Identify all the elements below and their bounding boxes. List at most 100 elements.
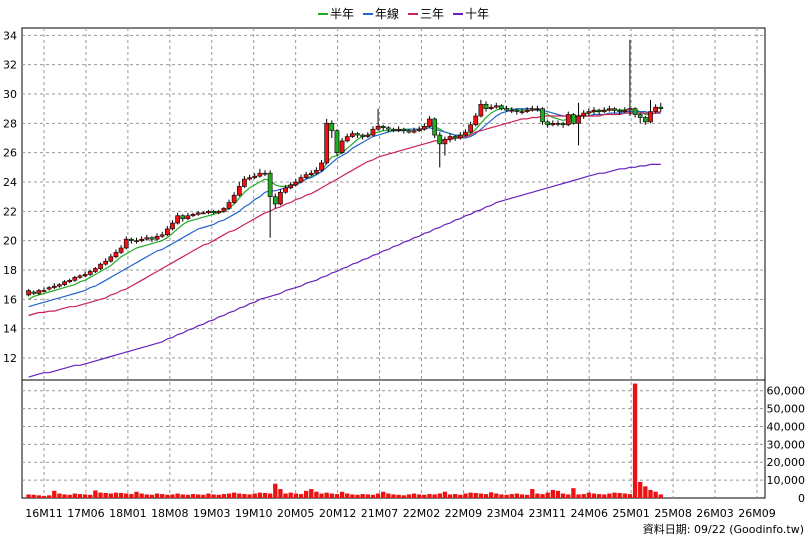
candle xyxy=(509,107,515,114)
volume-bar xyxy=(591,493,597,498)
volume-bar xyxy=(334,494,340,498)
volume-bar xyxy=(473,492,478,498)
volume-bar xyxy=(77,494,83,498)
candle xyxy=(149,236,155,243)
candle xyxy=(82,271,88,278)
candle xyxy=(504,105,509,112)
volume-bar xyxy=(622,493,627,498)
candle xyxy=(236,182,242,197)
volume-axis: 0 10,000 20,000 30,000 40,000 50,000 60,000 xyxy=(767,385,806,505)
candle xyxy=(329,120,335,138)
volume-bar xyxy=(468,492,473,498)
candle xyxy=(308,170,314,177)
volume-bar xyxy=(350,494,355,498)
candle xyxy=(175,212,180,225)
volume-bar xyxy=(478,493,484,498)
price-tick-label: 16 xyxy=(3,293,17,306)
price-tick-label: 22 xyxy=(3,205,17,218)
volume-bar xyxy=(144,494,149,498)
grid-lines xyxy=(22,28,765,498)
candle xyxy=(653,104,658,114)
moving-average-line xyxy=(28,108,661,308)
volume-bar xyxy=(293,493,299,498)
volume-bars xyxy=(26,383,663,498)
price-axis: 12 14 16 18 20 22 24 26 28 30 32 34 xyxy=(3,29,17,365)
candle xyxy=(493,102,499,109)
volume-bar xyxy=(617,492,622,498)
candle xyxy=(278,189,283,206)
volume-bar xyxy=(566,494,571,498)
candle xyxy=(303,171,309,180)
volume-bar xyxy=(571,488,576,498)
candle xyxy=(72,275,78,282)
candle xyxy=(632,107,638,118)
volume-bar xyxy=(201,494,206,498)
candle xyxy=(370,126,376,137)
volume-bar xyxy=(118,492,124,498)
volume-bar xyxy=(283,493,288,498)
volume-bar xyxy=(391,494,396,498)
volume-bar xyxy=(31,494,36,498)
volume-bar xyxy=(339,491,345,498)
candle xyxy=(457,132,463,140)
price-tick-label: 14 xyxy=(3,323,17,336)
legend-label: 十年 xyxy=(465,7,489,21)
candle xyxy=(190,212,196,218)
candle xyxy=(581,110,587,119)
volume-bar xyxy=(437,493,442,498)
volume-bar xyxy=(273,483,278,498)
candle xyxy=(576,102,581,146)
date-tick-label: 18M08 xyxy=(151,507,189,520)
candle xyxy=(113,249,119,259)
volume-bar xyxy=(581,494,586,498)
plot-area xyxy=(21,27,766,499)
candle xyxy=(524,107,530,114)
date-tick-label: 25M01 xyxy=(612,507,650,520)
volume-bar xyxy=(524,494,530,498)
candle xyxy=(242,176,247,188)
volume-bar xyxy=(98,492,103,498)
volume-bar xyxy=(108,493,113,498)
candle xyxy=(421,123,427,131)
volume-bar xyxy=(555,490,561,498)
candle xyxy=(391,127,396,133)
volume-bar xyxy=(46,495,52,498)
volume-bar xyxy=(375,493,381,498)
volume-tick-label: 0 xyxy=(798,492,805,505)
candle xyxy=(314,167,319,175)
candle xyxy=(41,287,47,292)
volume-bar xyxy=(329,493,334,498)
candle xyxy=(437,132,443,168)
volume-bar xyxy=(298,494,304,498)
volume-bar xyxy=(36,495,42,498)
candle xyxy=(77,274,83,279)
candle xyxy=(452,135,458,141)
volume-bar xyxy=(129,494,134,498)
candle xyxy=(324,118,330,165)
volume-bar xyxy=(134,491,139,498)
candle xyxy=(319,160,324,172)
volume-bar xyxy=(113,492,119,498)
volume-bar xyxy=(41,495,47,498)
candle xyxy=(180,214,186,222)
volume-bar xyxy=(139,493,144,498)
volume-bar xyxy=(149,494,155,498)
volume-bar xyxy=(483,494,489,498)
candle xyxy=(93,267,98,273)
volume-bar xyxy=(658,494,663,498)
candle xyxy=(252,173,258,180)
volume-bar xyxy=(586,492,591,498)
volume-bar xyxy=(550,489,555,498)
candle xyxy=(416,126,422,133)
candle xyxy=(432,117,437,138)
volume-bar xyxy=(124,493,129,498)
candle xyxy=(627,39,633,116)
volume-bar xyxy=(242,494,247,498)
candle xyxy=(31,290,37,295)
volume-bar xyxy=(401,495,406,498)
volume-tick-label: 20,000 xyxy=(767,456,806,469)
volume-bar xyxy=(62,494,67,498)
candle xyxy=(272,193,278,209)
volume-bar xyxy=(267,493,273,498)
